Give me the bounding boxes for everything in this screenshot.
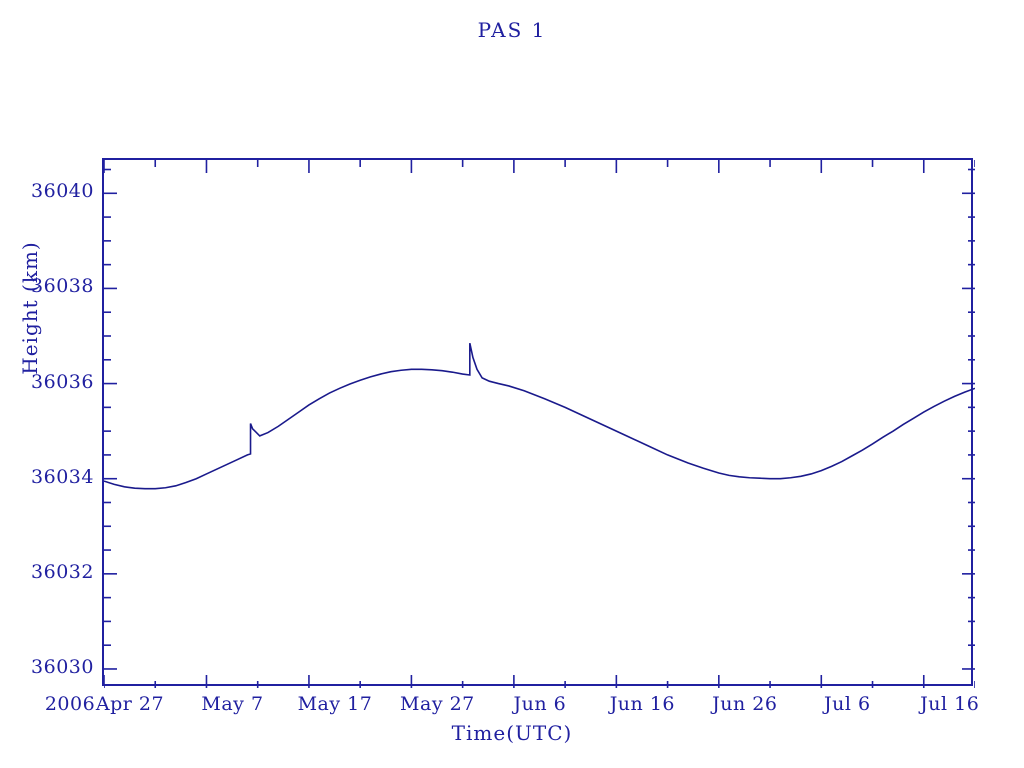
chart-title: PAS 1: [477, 18, 547, 42]
y-tick-label: 36036: [31, 370, 94, 393]
plot-svg: [104, 160, 975, 688]
x-tick-label: May 7: [201, 693, 264, 715]
plot-area: [102, 158, 975, 688]
x-tick-label: Apr 27: [95, 693, 165, 715]
y-tick-label: 36034: [31, 465, 94, 488]
x-tick-label: Jun 16: [609, 693, 675, 715]
x-axis-title: Time(UTC): [451, 721, 573, 745]
y-tick-label: 36032: [31, 560, 94, 583]
axis-ticks: [104, 160, 975, 688]
x-tick-label: May 27: [400, 693, 475, 715]
x-tick-label: Jun 26: [712, 693, 778, 715]
data-series-line: [104, 342, 975, 490]
x-tick-label: Jul 16: [920, 693, 980, 715]
x-tick-label: May 17: [297, 693, 373, 715]
x-axis-year-label: 2006: [44, 693, 96, 715]
y-tick-label: 36040: [31, 180, 94, 203]
y-axis-title: Height (km): [18, 241, 42, 375]
x-tick-label: Jun 6: [513, 693, 567, 715]
y-tick-label: 36038: [31, 275, 94, 298]
y-axis-tick-labels: 36030 36032 36034 36036 36038 36040: [0, 0, 94, 768]
x-tick-label: Jul 6: [824, 693, 871, 715]
y-tick-label: 36030: [31, 655, 94, 678]
